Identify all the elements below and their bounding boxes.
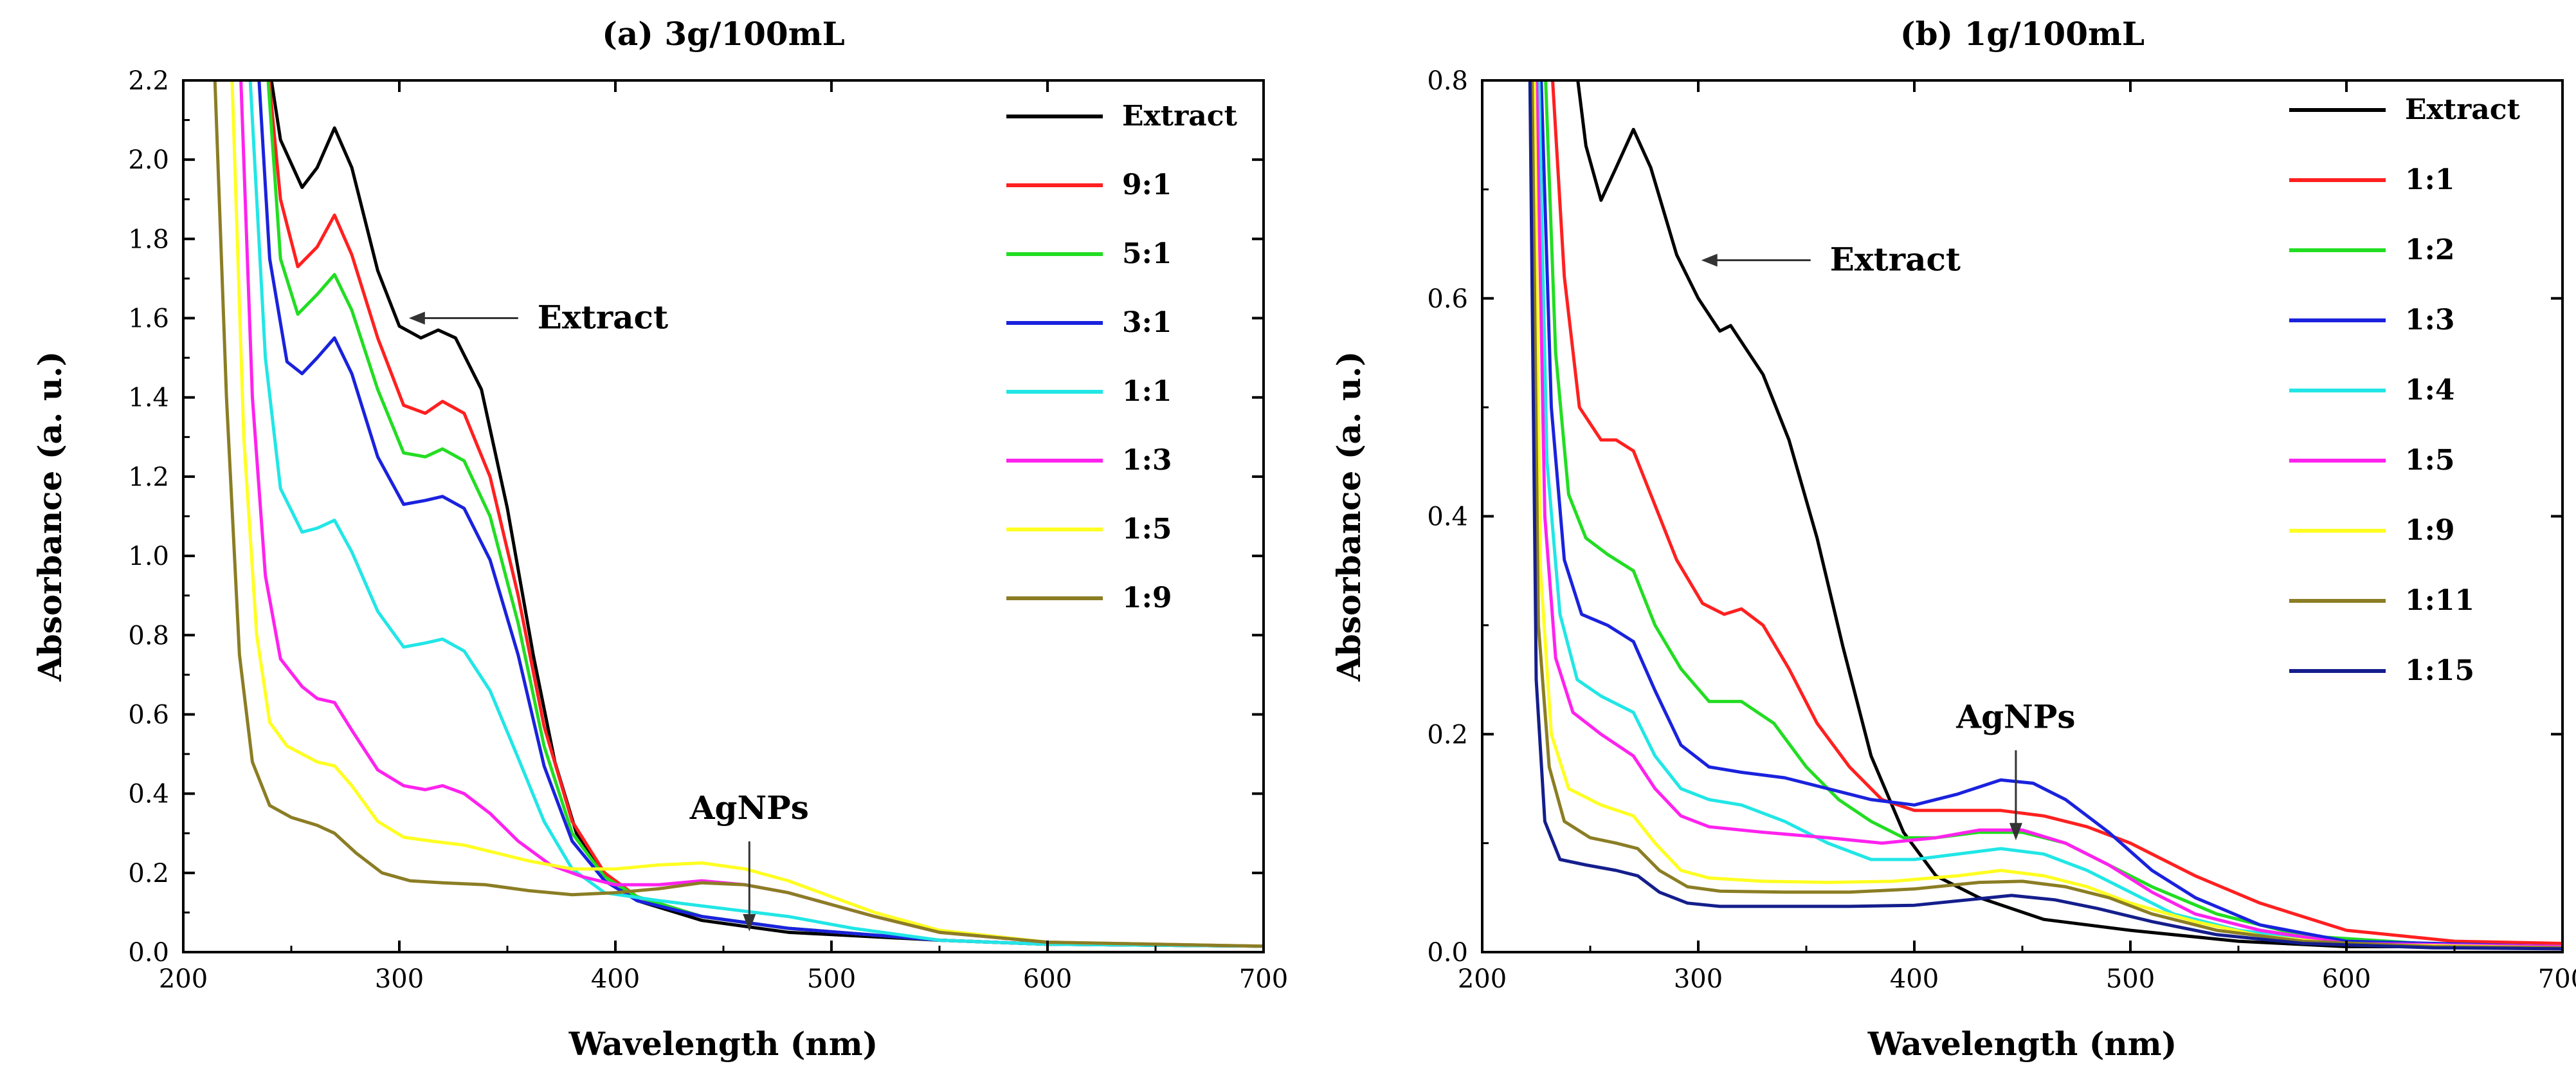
series-line-a-3-1 xyxy=(257,80,1264,948)
chart-title-a: (a) 3g/100mL xyxy=(602,15,845,53)
x-axis-label-b: Wavelength (nm) xyxy=(1867,1025,2177,1063)
legend-label-a-1-3: 1:3 xyxy=(1122,444,1172,477)
y-tick-label-a: 0.4 xyxy=(128,780,169,809)
legend-label-a-9-1: 9:1 xyxy=(1122,169,1172,201)
series-group-b xyxy=(1528,80,2562,951)
series-line-b-1-4 xyxy=(1537,80,2562,948)
x-tick-label-a: 400 xyxy=(591,964,640,994)
series-line-b-1-5 xyxy=(1535,80,2562,948)
annotation-b-extract: Extract xyxy=(1830,240,1961,278)
x-tick-label-b: 500 xyxy=(2106,964,2155,994)
plot-frame-b xyxy=(1481,79,2564,953)
x-tick-label-b: 200 xyxy=(1458,964,1507,994)
x-tick-label-a: 600 xyxy=(1023,964,1072,994)
legend-label-b-extract: Extract xyxy=(2405,93,2521,126)
legend-label-b-1-3: 1:3 xyxy=(2405,304,2454,336)
series-line-a-extract xyxy=(269,80,1264,948)
x-tick-label-a: 200 xyxy=(159,964,208,994)
y-tick-label-b: 0.6 xyxy=(1427,284,1468,314)
y-tick-label-b: 0.2 xyxy=(1427,720,1468,749)
legend-label-a-extract: Extract xyxy=(1122,100,1238,133)
series-group-a xyxy=(213,80,1264,948)
x-tick-label-b: 600 xyxy=(2322,964,2371,994)
x-axis-label-a: Wavelength (nm) xyxy=(568,1025,878,1063)
series-line-b-extract xyxy=(1576,80,2562,948)
x-tick-label-a: 700 xyxy=(1239,964,1288,994)
chart-panel-b: (b) 1g/100mL 200 300 400 500 600 700 0.0 0.2 0.4 0… xyxy=(1330,15,2576,1063)
y-tick-label-a: 1.2 xyxy=(128,463,169,492)
y-tick-label-a: 0.6 xyxy=(128,700,169,730)
legend-label-a-3-1: 3:1 xyxy=(1122,306,1172,339)
y-tick-label-a: 0.2 xyxy=(128,859,169,888)
series-line-a-1-1 xyxy=(248,80,1264,948)
y-tick-label-b: 0.0 xyxy=(1427,938,1468,968)
y-tick-label-a: 1.6 xyxy=(128,304,169,334)
series-line-b-1-3 xyxy=(1539,80,2562,948)
annotation-a-agnps: AgNPs xyxy=(689,789,809,827)
legend-label-b-1-11: 1:11 xyxy=(2405,584,2474,617)
series-line-b-1-11 xyxy=(1530,80,2562,950)
y-tick-label-b: 0.4 xyxy=(1427,502,1468,532)
y-tick-label-a: 0.0 xyxy=(128,938,169,968)
annotation-a-extract: Extract xyxy=(538,299,668,336)
annotation-arrowhead-a-extract xyxy=(408,311,425,325)
series-line-b-1-9 xyxy=(1532,80,2562,950)
legend-a: Extract 9:1 5:1 3:1 1:1 1:3 1:5 1:9 xyxy=(1006,100,1238,614)
series-line-a-1-9 xyxy=(213,80,1264,948)
legend-label-a-1-5: 1:5 xyxy=(1122,513,1172,546)
annotation-b-agnps: AgNPs xyxy=(1955,697,2075,735)
y-axis-label-b: Absorbance (a. u.) xyxy=(1330,351,1368,682)
legend-b: Extract 1:1 1:2 1:3 1:4 1:5 1:9 1:11 1:15 xyxy=(2289,93,2521,687)
x-tick-label-b: 300 xyxy=(1674,964,1723,994)
legend-label-a-1-9: 1:9 xyxy=(1122,582,1172,614)
y-tick-label-a: 2.0 xyxy=(128,145,169,175)
legend-label-b-1-15: 1:15 xyxy=(2405,654,2474,687)
chart-panel-a: (a) 3g/100mL 200 300 400 500 600 700 0.0 0.2 0.4 0… xyxy=(31,15,1288,1063)
legend-label-a-5-1: 5:1 xyxy=(1122,237,1172,270)
y-tick-label-a: 1.0 xyxy=(128,542,169,571)
y-axis-label-a: Absorbance (a. u.) xyxy=(31,351,69,682)
annotation-arrowhead-b-extract xyxy=(1701,253,1718,267)
legend-label-b-1-9: 1:9 xyxy=(2405,514,2454,547)
legend-label-b-1-4: 1:4 xyxy=(2405,374,2454,407)
legend-label-b-1-1: 1:1 xyxy=(2405,163,2454,196)
y-tick-label-a: 0.8 xyxy=(128,621,169,650)
series-line-b-1-1 xyxy=(1551,80,2562,945)
series-line-b-1-15 xyxy=(1528,80,2562,951)
y-tick-label-b: 0.8 xyxy=(1427,66,1468,96)
y-tick-label-a: 1.8 xyxy=(128,225,169,254)
legend-label-b-1-5: 1:5 xyxy=(2405,444,2454,477)
series-line-a-1-5 xyxy=(230,80,1264,948)
x-tick-label-b: 700 xyxy=(2538,964,2576,994)
x-tick-label-a: 300 xyxy=(375,964,424,994)
y-tick-label-a: 2.2 xyxy=(128,66,169,96)
legend-label-a-1-1: 1:1 xyxy=(1122,375,1172,408)
series-line-b-1-2 xyxy=(1544,80,2562,948)
legend-label-b-1-2: 1:2 xyxy=(2405,234,2454,266)
annotation-arrowhead-a-agnps xyxy=(743,914,756,932)
chart-title-b: (b) 1g/100mL xyxy=(1900,15,2145,53)
y-tick-label-a: 1.4 xyxy=(128,383,169,413)
x-tick-label-b: 400 xyxy=(1890,964,1939,994)
x-tick-label-a: 500 xyxy=(807,964,856,994)
annotation-arrowhead-b-agnps xyxy=(2009,823,2022,841)
